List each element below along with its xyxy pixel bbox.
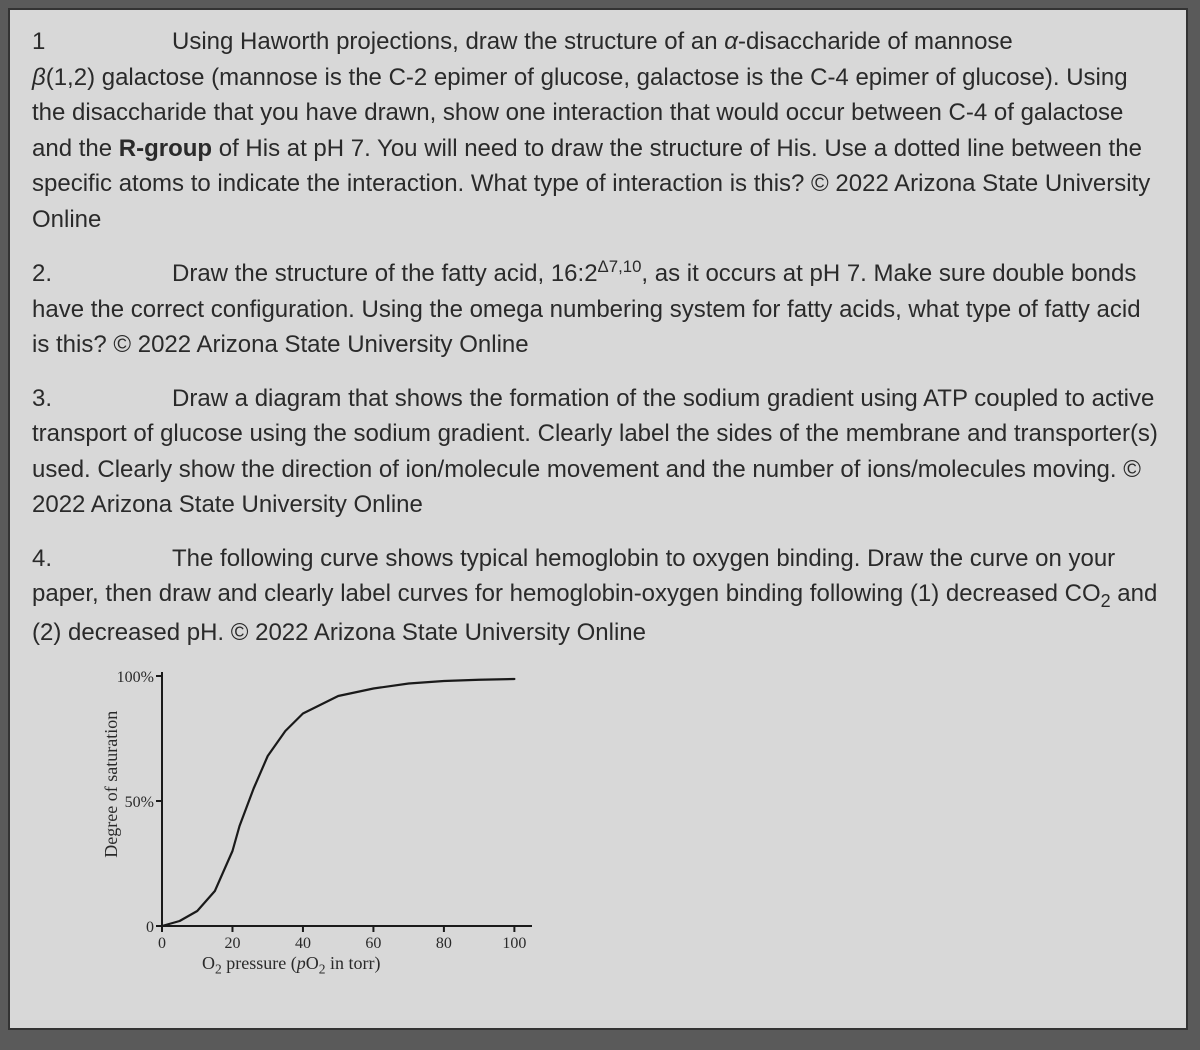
q2-text-a: Draw the structure of the fatty acid, 16… xyxy=(172,260,598,287)
x-tick-label: 80 xyxy=(429,932,459,956)
beta-symbol: β xyxy=(32,64,46,91)
question-4: 4.The following curve shows typical hemo… xyxy=(32,541,1164,650)
question-number: 1 xyxy=(32,24,172,60)
xlab-d: in torr) xyxy=(325,953,380,973)
co2-subscript: 2 xyxy=(1101,591,1111,611)
r-group-bold: R-group xyxy=(119,135,212,162)
delta-superscript: Δ7,10 xyxy=(598,257,642,276)
question-3: 3.Draw a diagram that shows the formatio… xyxy=(32,381,1164,523)
question-number: 3. xyxy=(32,381,172,417)
chart-svg xyxy=(92,668,542,934)
question-number: 4. xyxy=(32,541,172,577)
q4-text-a: The following curve shows typical hemogl… xyxy=(32,545,1115,608)
y-tick-label: 100% xyxy=(104,666,154,690)
xlab-b: pressure ( xyxy=(222,953,297,973)
y-axis-label: Degree of saturation xyxy=(98,711,125,858)
x-tick-label: 0 xyxy=(147,932,177,956)
xlab-a: O xyxy=(202,953,215,973)
alpha-symbol: α xyxy=(724,28,738,55)
question-number: 2. xyxy=(32,256,172,292)
question-1: 1Using Haworth projections, draw the str… xyxy=(32,24,1164,237)
xlab-p: p xyxy=(297,953,306,973)
x-axis-label: O2 pressure (pO2 in torr) xyxy=(202,950,380,980)
y-tick-label: 50% xyxy=(104,791,154,815)
xlab-sub1: 2 xyxy=(215,962,222,977)
q3-text: Draw a diagram that shows the formation … xyxy=(32,385,1158,519)
q1-text-a: Using Haworth projections, draw the stru… xyxy=(172,28,724,55)
xlab-c: O xyxy=(306,953,319,973)
x-tick-label: 100 xyxy=(499,932,529,956)
hemoglobin-chart: Degree of saturation 050%100% 0204060801… xyxy=(92,668,612,968)
q1-text-b: -disaccharide of mannose xyxy=(738,28,1013,55)
question-2: 2.Draw the structure of the fatty acid, … xyxy=(32,255,1164,363)
worksheet-page: 1Using Haworth projections, draw the str… xyxy=(8,8,1188,1030)
